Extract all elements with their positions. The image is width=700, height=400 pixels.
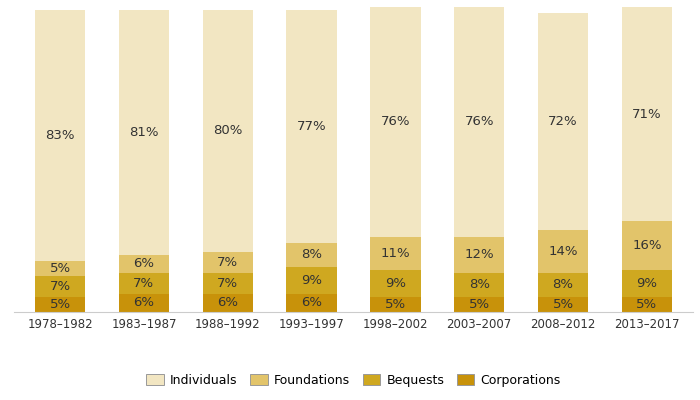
Text: 8%: 8%	[552, 278, 573, 291]
Bar	[454, 7, 505, 236]
Text: 5%: 5%	[469, 298, 490, 311]
Text: 72%: 72%	[548, 115, 578, 128]
Text: 9%: 9%	[636, 277, 657, 290]
Text: 7%: 7%	[50, 280, 71, 293]
Bar	[622, 7, 672, 222]
Bar	[538, 273, 588, 297]
Bar	[119, 273, 169, 294]
Bar	[35, 10, 85, 261]
Bar	[119, 294, 169, 312]
Bar	[286, 242, 337, 267]
Text: 7%: 7%	[134, 277, 155, 290]
Bar	[35, 297, 85, 312]
Text: 8%: 8%	[469, 278, 490, 291]
Bar	[538, 230, 588, 273]
Text: 5%: 5%	[385, 298, 406, 311]
Bar	[622, 297, 672, 312]
Bar	[202, 10, 253, 252]
Text: 5%: 5%	[50, 262, 71, 275]
Bar	[35, 261, 85, 276]
Bar	[454, 236, 505, 273]
Bar	[35, 276, 85, 297]
Text: 76%: 76%	[381, 115, 410, 128]
Text: 16%: 16%	[632, 239, 662, 252]
Legend: Individuals, Foundations, Bequests, Corporations: Individuals, Foundations, Bequests, Corp…	[141, 369, 566, 392]
Bar	[622, 222, 672, 270]
Text: 81%: 81%	[130, 126, 159, 139]
Text: 6%: 6%	[217, 296, 238, 310]
Bar	[622, 270, 672, 297]
Bar	[370, 7, 421, 236]
Text: 6%: 6%	[134, 257, 155, 270]
Text: 8%: 8%	[301, 248, 322, 261]
Text: 9%: 9%	[301, 274, 322, 287]
Bar	[202, 252, 253, 273]
Bar	[538, 297, 588, 312]
Bar	[202, 294, 253, 312]
Text: 5%: 5%	[636, 298, 657, 311]
Bar	[119, 10, 169, 255]
Text: 80%: 80%	[213, 124, 242, 137]
Text: 12%: 12%	[464, 248, 494, 261]
Text: 14%: 14%	[548, 245, 578, 258]
Text: 7%: 7%	[217, 256, 238, 269]
Bar	[454, 297, 505, 312]
Bar	[370, 297, 421, 312]
Text: 7%: 7%	[217, 277, 238, 290]
Text: 5%: 5%	[50, 298, 71, 311]
Text: 6%: 6%	[134, 296, 155, 310]
Bar	[119, 255, 169, 273]
Bar	[286, 10, 337, 242]
Bar	[286, 294, 337, 312]
Bar	[202, 273, 253, 294]
Text: 11%: 11%	[381, 247, 410, 260]
Text: 6%: 6%	[301, 296, 322, 310]
Bar	[454, 273, 505, 297]
Bar	[538, 13, 588, 230]
Bar	[370, 270, 421, 297]
Text: 83%: 83%	[46, 129, 75, 142]
Text: 9%: 9%	[385, 277, 406, 290]
Bar	[370, 236, 421, 270]
Text: 71%: 71%	[632, 108, 662, 121]
Text: 5%: 5%	[552, 298, 573, 311]
Text: 76%: 76%	[465, 115, 494, 128]
Text: 77%: 77%	[297, 120, 326, 133]
Bar	[286, 267, 337, 294]
